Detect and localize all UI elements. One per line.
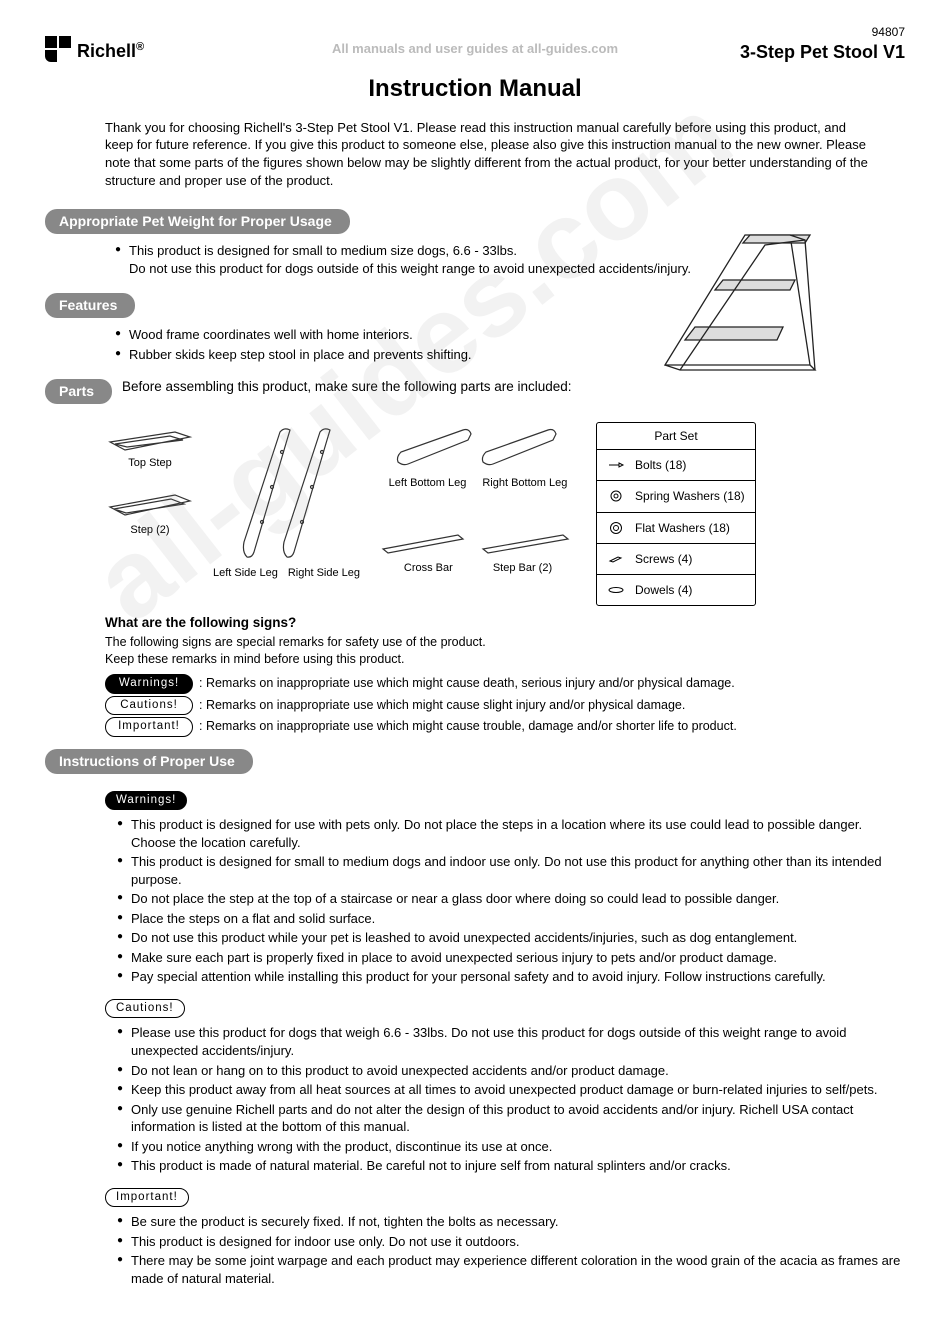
sign-badge: Important!	[105, 717, 193, 737]
model-number: 94807	[740, 24, 905, 40]
weight-body: This product is designed for small to me…	[115, 242, 905, 277]
sign-row: Cautions! : Remarks on inappropriate use…	[105, 696, 905, 716]
proper-use-body: Warnings! This product is designed for us…	[105, 790, 905, 1288]
page: { "header": { "watermark_top": "All manu…	[45, 20, 905, 1288]
part-top-step: Top Step	[105, 422, 195, 471]
list-item: This product is designed for indoor use …	[117, 1233, 905, 1251]
sign-row: Important! : Remarks on inappropriate us…	[105, 717, 905, 737]
section-heading-proper-use: Instructions of Proper Use	[45, 749, 253, 774]
list-item: Place the steps on a flat and solid surf…	[117, 910, 905, 928]
part-set-title: Part Set	[597, 423, 755, 450]
list-item: Please use this product for dogs that we…	[117, 1024, 905, 1059]
page-title: Instruction Manual	[45, 73, 905, 105]
list-item: Make sure each part is properly fixed in…	[117, 949, 905, 967]
list-item: This product is designed for small to me…	[115, 242, 905, 277]
list-item: If you notice anything wrong with the pr…	[117, 1138, 905, 1156]
parts-intro: Before assembling this product, make sur…	[122, 378, 572, 396]
part-bottom-legs: Left Bottom LegRight Bottom Leg	[389, 422, 568, 491]
parts-diagram-grid: Top Step Step (2) Left Side LegRight Sid…	[105, 422, 905, 606]
group-badge: Cautions!	[105, 999, 185, 1019]
group-list: Be sure the product is securely fixed. I…	[117, 1213, 905, 1287]
part-set-row: Screws (4)	[597, 544, 755, 575]
sign-badge: Cautions!	[105, 696, 193, 716]
list-item: Do not use this product while your pet i…	[117, 929, 905, 947]
part-set-row: Bolts (18)	[597, 450, 755, 481]
list-item: Only use genuine Richell parts and do no…	[117, 1101, 905, 1136]
list-item: Do not lean or hang on to this product t…	[117, 1062, 905, 1080]
sign-row: Warnings! : Remarks on inappropriate use…	[105, 674, 905, 694]
list-item: There may be some joint warpage and each…	[117, 1252, 905, 1287]
list-item: This product is made of natural material…	[117, 1157, 905, 1175]
part-set-row: Flat Washers (18)	[597, 513, 755, 544]
sign-desc: : Remarks on inappropriate use which mig…	[199, 675, 735, 692]
signs-heading: What are the following signs?	[105, 614, 905, 632]
group-badge: Important!	[105, 1188, 189, 1208]
part-side-legs: Left Side LegRight Side Leg	[213, 422, 360, 581]
group-badge: Warnings!	[105, 791, 187, 811]
sign-desc: : Remarks on inappropriate use which mig…	[199, 697, 685, 714]
section-heading-parts: Parts	[45, 379, 112, 404]
part-step: Step (2)	[105, 487, 195, 538]
watermark-header: All manuals and user guides at all-guide…	[45, 40, 905, 58]
list-item: Rubber skids keep step stool in place an…	[115, 346, 905, 364]
list-item: Wood frame coordinates well with home in…	[115, 326, 905, 344]
group-list: This product is designed for use with pe…	[117, 816, 905, 986]
list-item: Do not place the step at the top of a st…	[117, 890, 905, 908]
list-item: This product is designed for use with pe…	[117, 816, 905, 851]
intro-paragraph: Thank you for choosing Richell's 3-Step …	[105, 119, 875, 189]
group-list: Please use this product for dogs that we…	[117, 1024, 905, 1174]
part-set-table: Part Set Bolts (18)Spring Washers (18)Fl…	[596, 422, 756, 606]
list-item: This product is designed for small to me…	[117, 853, 905, 888]
section-heading-weight: Appropriate Pet Weight for Proper Usage	[45, 209, 350, 234]
list-item: Be sure the product is securely fixed. I…	[117, 1213, 905, 1231]
sign-desc: : Remarks on inappropriate use which mig…	[199, 718, 737, 735]
part-set-row: Spring Washers (18)	[597, 481, 755, 512]
part-set-row: Dowels (4)	[597, 575, 755, 605]
list-item: Pay special attention while installing t…	[117, 968, 905, 986]
sign-badge: Warnings!	[105, 674, 193, 694]
part-bars: Cross BarStep Bar (2)	[378, 527, 578, 576]
list-item: Keep this product away from all heat sou…	[117, 1081, 905, 1099]
section-heading-features: Features	[45, 293, 135, 318]
signs-intro: The following signs are special remarks …	[105, 634, 905, 668]
